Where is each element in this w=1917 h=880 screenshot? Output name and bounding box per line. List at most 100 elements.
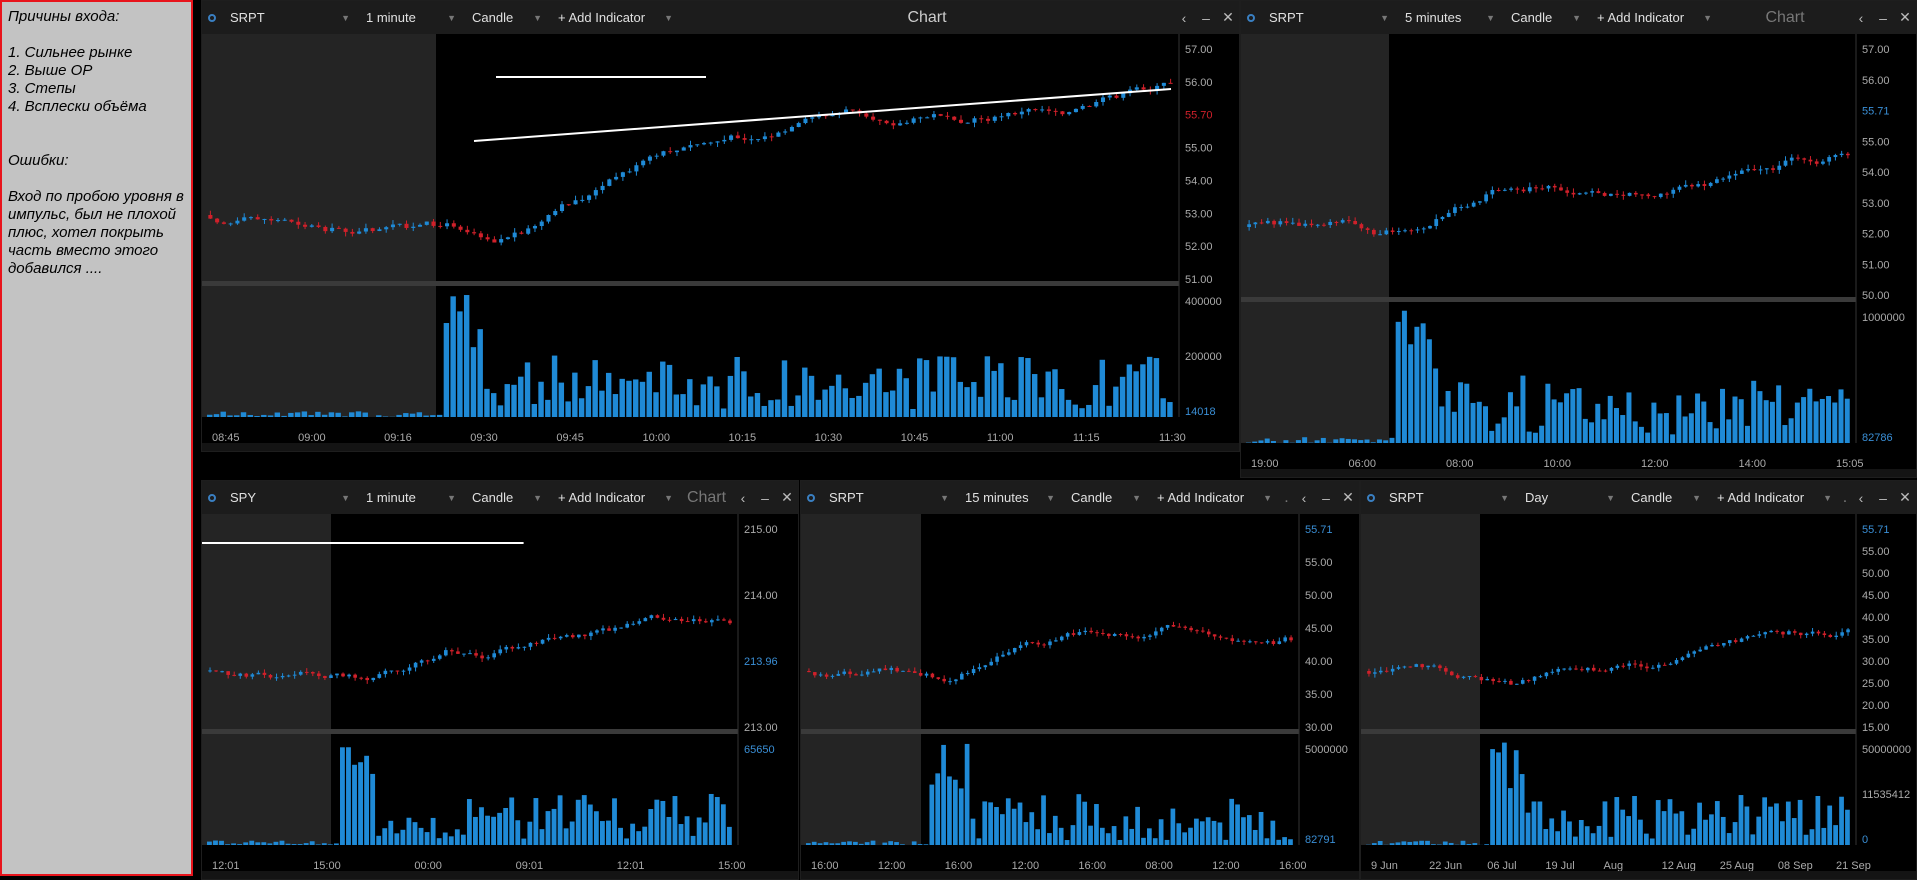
candle — [688, 145, 693, 148]
link-icon[interactable] — [208, 493, 216, 502]
chevron-left-icon[interactable]: ‹ — [740, 489, 746, 506]
candle — [1814, 161, 1819, 164]
candle — [986, 118, 991, 121]
volume-bar — [1023, 822, 1029, 845]
close-icon[interactable]: ✕ — [781, 489, 793, 505]
volume-bar — [416, 412, 423, 417]
candle — [1142, 636, 1146, 639]
price-chart[interactable]: 55.71 55.00 50.00 45.00 40.00 35.00 30.00 25.00… — [1361, 514, 1917, 880]
volume-bar — [1199, 821, 1205, 845]
close-icon[interactable]: ✕ — [1342, 489, 1354, 505]
chevron-left-icon[interactable]: ‹ — [1181, 9, 1187, 26]
candle — [918, 673, 923, 676]
add-indicator-button[interactable]: + Add Indicator ▼ — [550, 481, 681, 514]
volume-bar — [376, 415, 382, 417]
candle — [1012, 648, 1017, 653]
interval-selector[interactable]: Day ▼ — [1517, 481, 1623, 514]
candle — [1253, 222, 1258, 225]
minimize-icon[interactable]: – — [1879, 9, 1887, 26]
add-indicator-button[interactable]: + Add Indicator ▼ — [1149, 481, 1280, 514]
close-icon[interactable]: ✕ — [1899, 489, 1911, 505]
candle — [1665, 193, 1669, 195]
price-chart[interactable]: 57.00 56.00 55.70 55.00 54.00 53.00 52.00 51.00… — [202, 34, 1240, 452]
candle — [818, 674, 823, 676]
candle — [407, 667, 412, 671]
style-selector[interactable]: Candle ▼ — [1623, 481, 1709, 514]
close-icon[interactable]: ✕ — [1222, 9, 1234, 25]
chevron-left-icon[interactable]: ‹ — [1858, 9, 1864, 26]
candle — [848, 671, 852, 675]
chart-panel-1[interactable]: SRPT ▼ 1 minute ▼ Candle ▼ + Add Indicator ▼ Cha… — [201, 0, 1240, 452]
candle — [1715, 179, 1719, 183]
symbol-selector[interactable]: SRPT ▼ — [1261, 1, 1397, 34]
chevron-left-icon[interactable]: ‹ — [1858, 489, 1864, 506]
minimize-icon[interactable]: – — [761, 489, 769, 506]
chevron-left-icon[interactable]: ‹ — [1301, 489, 1307, 506]
candle — [1662, 664, 1667, 666]
volume-bar — [1223, 839, 1229, 845]
chart-panel-2[interactable]: SRPT ▼ 5 minutes ▼ Candle ▼ + Add Indicator ▼ Ch… — [1240, 0, 1917, 478]
add-indicator-button[interactable]: + Add Indicator ▼ — [1709, 481, 1840, 514]
add-indicator-button[interactable]: + Add Indicator ▼ — [550, 1, 681, 34]
candle — [952, 116, 957, 120]
time-navigator[interactable] — [202, 871, 798, 879]
pane-separator[interactable] — [1361, 729, 1856, 734]
symbol-selector[interactable]: SRPT ▼ — [222, 1, 358, 34]
time-navigator[interactable] — [202, 443, 1239, 451]
link-icon[interactable] — [1367, 493, 1375, 502]
symbol-selector[interactable]: SRPT ▼ — [1381, 481, 1517, 514]
candle — [1259, 222, 1264, 224]
pane-separator[interactable] — [202, 729, 738, 734]
volume-bar — [1133, 371, 1139, 417]
time-navigator[interactable] — [1361, 871, 1916, 879]
interval-selector[interactable]: 1 minute ▼ — [358, 1, 464, 34]
candle — [1834, 635, 1838, 637]
close-icon[interactable]: ✕ — [1899, 9, 1911, 25]
volume-bar — [1496, 752, 1501, 845]
chart-panel-5[interactable]: SRPT▼Day▼Candle▼+ Add Indicator▼.‹–✕≡⬈⚲✋… — [1360, 480, 1917, 880]
style-selector[interactable]: Candle ▼ — [1063, 481, 1149, 514]
volume-bar — [1065, 399, 1072, 417]
time-tick-label: Aug — [1604, 860, 1624, 872]
interval-selector[interactable]: 15 minutes ▼ — [957, 481, 1063, 514]
minimize-icon[interactable]: – — [1879, 489, 1887, 506]
volume-bar — [1000, 814, 1005, 845]
minimize-icon[interactable]: – — [1202, 9, 1210, 26]
volume-bar — [1235, 804, 1240, 845]
time-navigator[interactable] — [1241, 469, 1916, 477]
pane-separator[interactable] — [1241, 297, 1856, 302]
time-navigator[interactable] — [801, 871, 1359, 879]
volume-bar — [1283, 440, 1289, 443]
style-selector[interactable]: Candle ▼ — [464, 481, 550, 514]
minimize-icon[interactable]: – — [1322, 489, 1330, 506]
add-indicator-button[interactable]: + Add Indicator ▼ — [1589, 1, 1720, 34]
candle — [1277, 641, 1282, 644]
trend-line[interactable] — [473, 88, 1172, 142]
price-chart[interactable]: 215.00 214.00 213.96 213.00 65650 12:01 15:00 0… — [202, 514, 799, 880]
volume-bar — [720, 804, 726, 845]
link-icon[interactable] — [208, 13, 216, 22]
price-chart[interactable]: 55.71 55.00 50.00 45.00 40.00 35.00 30.00 50000… — [801, 514, 1360, 880]
candle — [1347, 220, 1351, 222]
interval-selector[interactable]: 5 minutes ▼ — [1397, 1, 1503, 34]
symbol-selector-label: SRPT — [1269, 10, 1304, 25]
candle — [930, 673, 935, 678]
link-icon[interactable] — [807, 493, 815, 502]
candle — [661, 151, 666, 156]
volume-bar — [1105, 833, 1111, 845]
chart-panel-3[interactable]: SPY ▼ 1 minute ▼ Candle ▼ + Add Indicator ▼ Char… — [201, 480, 799, 880]
interval-selector[interactable]: 1 minute ▼ — [358, 481, 464, 514]
chart-panel-4[interactable]: SRPT ▼ 15 minutes ▼ Candle ▼ + Add Indicator ▼.… — [800, 480, 1360, 880]
style-selector[interactable]: Candle ▼ — [1503, 1, 1589, 34]
volume-bar — [1595, 403, 1601, 443]
symbol-selector[interactable]: SRPT ▼ — [821, 481, 957, 514]
candle — [363, 228, 368, 232]
volume-bar — [734, 356, 740, 417]
link-icon[interactable] — [1247, 13, 1255, 22]
pane-separator[interactable] — [801, 729, 1299, 734]
style-selector[interactable]: Candle ▼ — [464, 1, 550, 34]
symbol-selector[interactable]: SPY ▼ — [222, 481, 358, 514]
price-chart[interactable]: 57.00 56.00 55.71 55.00 54.00 53.00 52.00 51.00… — [1241, 34, 1917, 478]
pane-separator[interactable] — [202, 281, 1179, 286]
volume-bar — [1038, 397, 1045, 417]
